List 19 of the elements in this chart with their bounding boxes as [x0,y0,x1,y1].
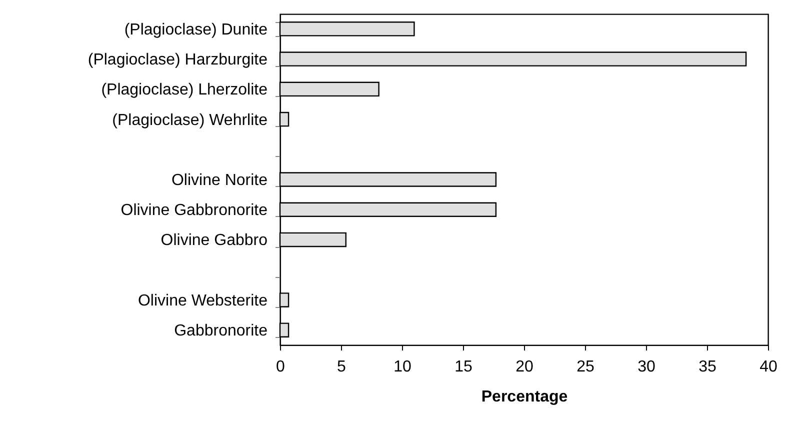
y-tick-label: Olivine Gabbronorite [120,202,268,220]
y-tick-label: Olivine Norite [171,172,268,189]
x-tick-label: 5 [337,358,346,376]
x-tick-label: 35 [698,358,716,376]
x-tick-label: 10 [394,358,412,376]
y-tick-label: Olivine Gabbro [160,232,268,250]
y-tick-label: Gabbronorite [174,322,268,340]
x-tick-label: 15 [454,358,472,376]
y-tick-label: (Plagioclase) Harzburgite [88,52,268,69]
x-tick-label: 40 [760,358,778,376]
x-tick-label: 30 [638,358,656,376]
x-axis-title: Percentage [481,388,568,406]
y-tick-label: (Plagioclase) Dunite [124,21,268,38]
y-tick-label: Olivine Websterite [138,292,268,310]
x-tick-label: 25 [576,358,594,376]
y-tick-label: (Plagioclase) Lherzolite [101,82,268,99]
x-tick-label: 0 [276,358,286,376]
x-tick-label: 20 [516,358,534,376]
y-tick-label: (Plagioclase) Wehrlite [112,112,268,129]
